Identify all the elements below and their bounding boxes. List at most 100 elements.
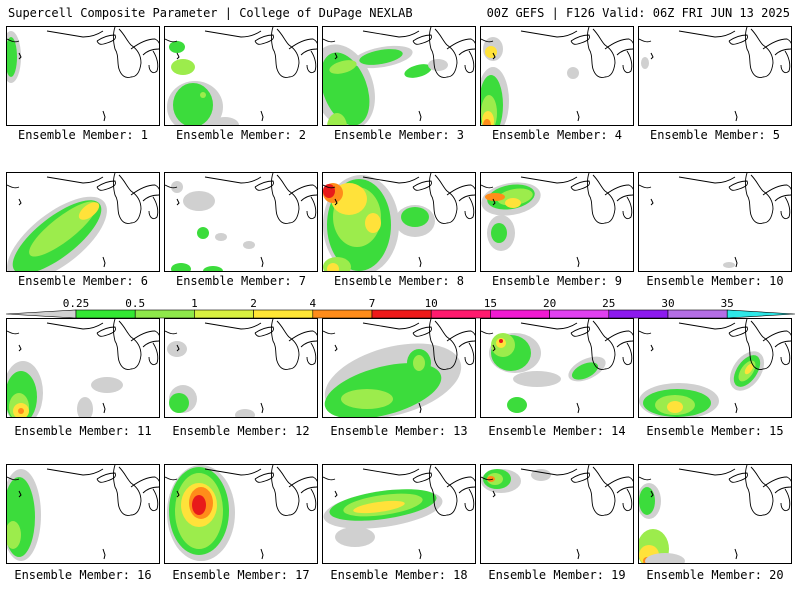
- ensemble-member-map: [6, 464, 160, 564]
- lake-outline: [46, 322, 104, 330]
- ensemble-member-caption: Ensemble Member: 4: [491, 128, 623, 142]
- lake-outline: [165, 184, 178, 189]
- lake-outline: [446, 330, 475, 348]
- lake-outline: [323, 38, 336, 43]
- scp-contour: [639, 487, 655, 515]
- lake-outline: [520, 30, 578, 38]
- lake-outline: [622, 50, 633, 74]
- scp-contour: [485, 46, 497, 58]
- lake-outline: [148, 50, 159, 74]
- lake-outline: [604, 330, 633, 348]
- member-map-svg: [481, 465, 633, 560]
- boundary-segment: [650, 52, 654, 60]
- scp-contour: [401, 207, 429, 227]
- member-map-svg: [165, 465, 317, 561]
- lake-outline: [271, 465, 300, 516]
- scp-contour: [167, 341, 187, 357]
- lake-outline: [254, 326, 274, 337]
- scp-contour: [505, 198, 521, 208]
- lake-outline: [728, 326, 748, 337]
- boundary-segment: [18, 344, 22, 352]
- lake-outline: [7, 330, 20, 335]
- lake-outline: [481, 184, 494, 189]
- colorbar-tick-label: 0.25: [62, 297, 90, 310]
- scp-contour: [567, 67, 579, 79]
- lake-outline: [306, 342, 317, 366]
- lake-outline: [306, 488, 317, 512]
- lake-outline: [113, 27, 142, 78]
- boundary-segment: [492, 198, 496, 206]
- scp-contour: [192, 495, 206, 515]
- colorbar: [6, 309, 796, 319]
- lake-outline: [639, 330, 652, 335]
- lake-outline: [96, 34, 116, 45]
- lake-outline: [204, 468, 262, 476]
- scp-contour: [723, 262, 735, 268]
- ensemble-member-map: [638, 464, 792, 564]
- lake-outline: [570, 472, 590, 483]
- lake-outline: [412, 180, 432, 191]
- scp-contour: [7, 125, 35, 126]
- colorbar-low-arrow: [6, 309, 77, 319]
- colorbar-tick-label: 1: [191, 297, 198, 310]
- lake-outline: [604, 184, 633, 202]
- scp-contour: [91, 377, 123, 393]
- scp-contour: [335, 527, 375, 547]
- boundary-segment: [176, 198, 180, 206]
- scp-contour: [18, 408, 24, 414]
- boundary-segment: [418, 548, 422, 560]
- ensemble-member-map: [480, 464, 634, 564]
- scp-contour: [507, 397, 527, 413]
- lake-outline: [362, 30, 420, 38]
- ensemble-member-map: [480, 172, 634, 272]
- member-map-svg: [323, 465, 475, 560]
- scp-contour: [531, 469, 551, 481]
- ensemble-member-map: [6, 172, 160, 272]
- lake-outline: [481, 476, 494, 481]
- lake-outline: [412, 472, 432, 483]
- colorbar-segment: [667, 309, 728, 319]
- scp-contour: [327, 263, 339, 271]
- scp-contour: [171, 263, 191, 271]
- lake-outline: [271, 173, 300, 224]
- ensemble-member-caption: Ensemble Member: 18: [330, 568, 468, 582]
- colorbar-tick-label: 4: [309, 297, 317, 310]
- boundary-segment: [650, 344, 654, 352]
- lake-outline: [728, 180, 748, 191]
- lake-outline: [323, 330, 336, 335]
- ensemble-member-caption: Ensemble Member: 19: [488, 568, 626, 582]
- member-map-svg: [323, 27, 475, 125]
- lake-outline: [570, 180, 590, 191]
- lake-outline: [254, 472, 274, 483]
- scp-contour: [37, 563, 117, 564]
- lake-outline: [204, 322, 262, 330]
- lake-outline: [7, 184, 20, 189]
- lake-outline: [204, 30, 262, 38]
- ensemble-member-caption: Ensemble Member: 1: [17, 128, 149, 142]
- lake-outline: [520, 322, 578, 330]
- lake-outline: [762, 38, 791, 56]
- boundary-segment: [418, 256, 422, 268]
- map-title: Supercell Composite Parameter | College …: [8, 6, 413, 20]
- lake-outline: [96, 472, 116, 483]
- colorbar-tick-label: 20: [542, 297, 557, 310]
- lake-outline: [148, 196, 159, 220]
- boundary-segment: [576, 402, 580, 414]
- lake-outline: [130, 330, 159, 348]
- boundary-segment: [492, 344, 496, 352]
- boundary-segment: [576, 256, 580, 268]
- boundary-segment: [576, 548, 580, 560]
- boundary-segment: [734, 402, 738, 414]
- colorbar-tick-label: 10: [424, 297, 438, 310]
- scp-contour: [341, 389, 393, 409]
- ensemble-member-caption: Ensemble Member: 20: [646, 568, 784, 582]
- lake-outline: [745, 319, 774, 370]
- scp-contour: [491, 223, 507, 243]
- ensemble-member-caption: Ensemble Member: 5: [649, 128, 781, 142]
- member-map-svg: [7, 465, 159, 564]
- member-map-svg: [7, 319, 159, 417]
- lake-outline: [587, 319, 616, 370]
- ensemble-member-map: [480, 26, 634, 126]
- ensemble-member-caption: Ensemble Member: 14: [488, 424, 626, 438]
- scp-contour: [203, 266, 223, 271]
